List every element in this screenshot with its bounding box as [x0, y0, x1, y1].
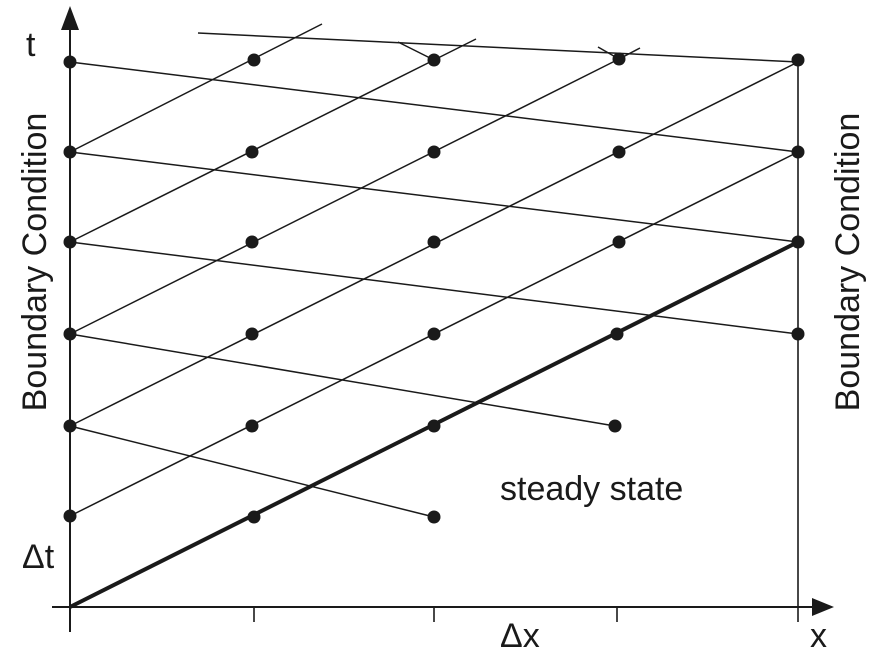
grid-node: [791, 53, 805, 67]
grid-node: [791, 327, 805, 341]
grid-node: [247, 510, 261, 524]
rising-characteristic: [433, 38, 477, 61]
grid-nodes: [63, 52, 805, 524]
grid-node: [612, 52, 626, 66]
grid-node: [427, 145, 441, 159]
dt-label: Δt: [22, 538, 55, 576]
grid-node: [427, 510, 441, 524]
falling-characteristic: [69, 425, 435, 518]
boundary-condition-left-label: Boundary Condition: [16, 113, 54, 412]
grid-node: [245, 419, 259, 433]
grid-node: [63, 327, 77, 341]
grid-node: [612, 235, 626, 249]
t-axis-arrowhead: [61, 6, 79, 30]
rising-characteristic: [69, 58, 620, 335]
dx-label: Δx: [500, 617, 540, 651]
grid-node: [245, 327, 259, 341]
characteristic-lines: [69, 23, 799, 518]
grid-node: [247, 53, 261, 67]
falling-characteristic: [69, 151, 799, 243]
rising-characteristic: [69, 23, 323, 153]
grid-node: [63, 509, 77, 523]
falling-characteristic: [69, 61, 799, 153]
grid-node: [791, 145, 805, 159]
grid-node: [427, 53, 441, 67]
steady-state-label: steady state: [500, 470, 683, 508]
falling-characteristic: [69, 333, 616, 427]
grid-node: [63, 55, 77, 69]
x-axis-ticks: [253, 607, 799, 622]
axes: [52, 20, 825, 632]
falling-characteristic: [69, 241, 799, 335]
grid-node: [610, 327, 624, 341]
grid-node: [63, 419, 77, 433]
boundary-condition-right-label: Boundary Condition: [829, 113, 867, 412]
grid-node: [791, 235, 805, 249]
t-axis-label: t: [26, 26, 36, 64]
x-axis-arrowhead: [812, 598, 834, 616]
grid-node: [608, 419, 622, 433]
grid-node: [245, 145, 259, 159]
grid-node: [427, 327, 441, 341]
grid-node: [427, 235, 441, 249]
x-axis-label: x: [810, 617, 827, 651]
grid-node: [612, 145, 626, 159]
grid-node: [63, 235, 77, 249]
falling-characteristic: [197, 32, 799, 63]
grid-node: [427, 419, 441, 433]
grid-node: [245, 235, 259, 249]
falling-characteristic: [397, 41, 435, 61]
grid-node: [63, 145, 77, 159]
